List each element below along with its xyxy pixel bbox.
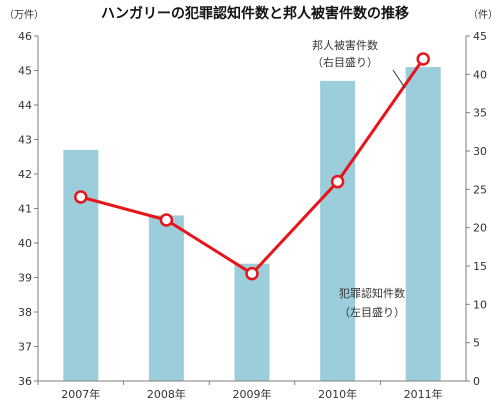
right-tick-label: 30 bbox=[473, 145, 487, 158]
left-tick-label: 36 bbox=[18, 375, 32, 388]
right-tick-label: 20 bbox=[473, 222, 487, 235]
bar bbox=[234, 263, 270, 381]
left-tick-label: 45 bbox=[18, 65, 32, 78]
bar bbox=[405, 67, 441, 382]
bar-label-name: 犯罪認知件数 bbox=[339, 286, 405, 300]
series-line bbox=[80, 58, 425, 276]
line-point bbox=[416, 52, 430, 66]
right-tick-label: 0 bbox=[473, 375, 480, 388]
line-point bbox=[330, 174, 345, 189]
line-series bbox=[74, 52, 430, 281]
right-tick-label: 25 bbox=[473, 183, 487, 196]
line-label-name: 邦人被害件数 bbox=[312, 38, 378, 52]
bar bbox=[320, 80, 356, 381]
left-tick-label: 46 bbox=[18, 30, 32, 43]
left-tick-label: 37 bbox=[18, 341, 32, 354]
line-point bbox=[245, 266, 259, 281]
right-tick-label: 40 bbox=[473, 68, 487, 81]
left-tick-label: 42 bbox=[18, 168, 32, 181]
right-tick-label: 35 bbox=[473, 107, 487, 120]
right-axis-unit: （件） bbox=[468, 9, 498, 21]
left-tick-label: 44 bbox=[18, 99, 32, 112]
left-tick-label: 38 bbox=[18, 306, 32, 319]
bar-label-axis: （左目盛り） bbox=[339, 305, 405, 319]
bar-series bbox=[63, 67, 441, 382]
left-tick-label: 39 bbox=[18, 272, 32, 285]
right-tick-label: 5 bbox=[473, 337, 480, 350]
x-tick-label: 2007年 bbox=[61, 387, 100, 401]
left-axis-unit: （万件） bbox=[4, 9, 44, 21]
right-axis: 0 5 10 15 20 25 30 35 40 45 bbox=[466, 30, 487, 388]
line-point bbox=[159, 213, 174, 227]
line-label-axis: （右目盛り） bbox=[312, 55, 378, 69]
x-tick-label: 2010年 bbox=[318, 387, 357, 401]
x-axis: 2007年 2008年 2009年 2010年 2011年 bbox=[37, 381, 443, 401]
left-tick-label: 40 bbox=[18, 237, 32, 250]
x-tick-label: 2008年 bbox=[147, 387, 186, 401]
bar bbox=[148, 215, 184, 381]
x-tick-label: 2009年 bbox=[233, 387, 272, 401]
right-tick-label: 15 bbox=[473, 260, 487, 273]
left-axis: 36 37 38 39 40 41 42 43 44 45 46 bbox=[18, 30, 38, 388]
right-tick-label: 10 bbox=[473, 298, 487, 311]
bar bbox=[63, 149, 99, 381]
line-label-leader bbox=[392, 69, 406, 89]
left-tick-label: 43 bbox=[18, 134, 32, 147]
line-point bbox=[74, 190, 88, 204]
right-tick-label: 45 bbox=[473, 30, 487, 43]
x-tick-label: 2011年 bbox=[404, 387, 443, 401]
left-tick-label: 41 bbox=[18, 203, 32, 216]
chart-title: ハンガリーの犯罪認知件数と邦人被害件数の推移 bbox=[101, 5, 409, 22]
